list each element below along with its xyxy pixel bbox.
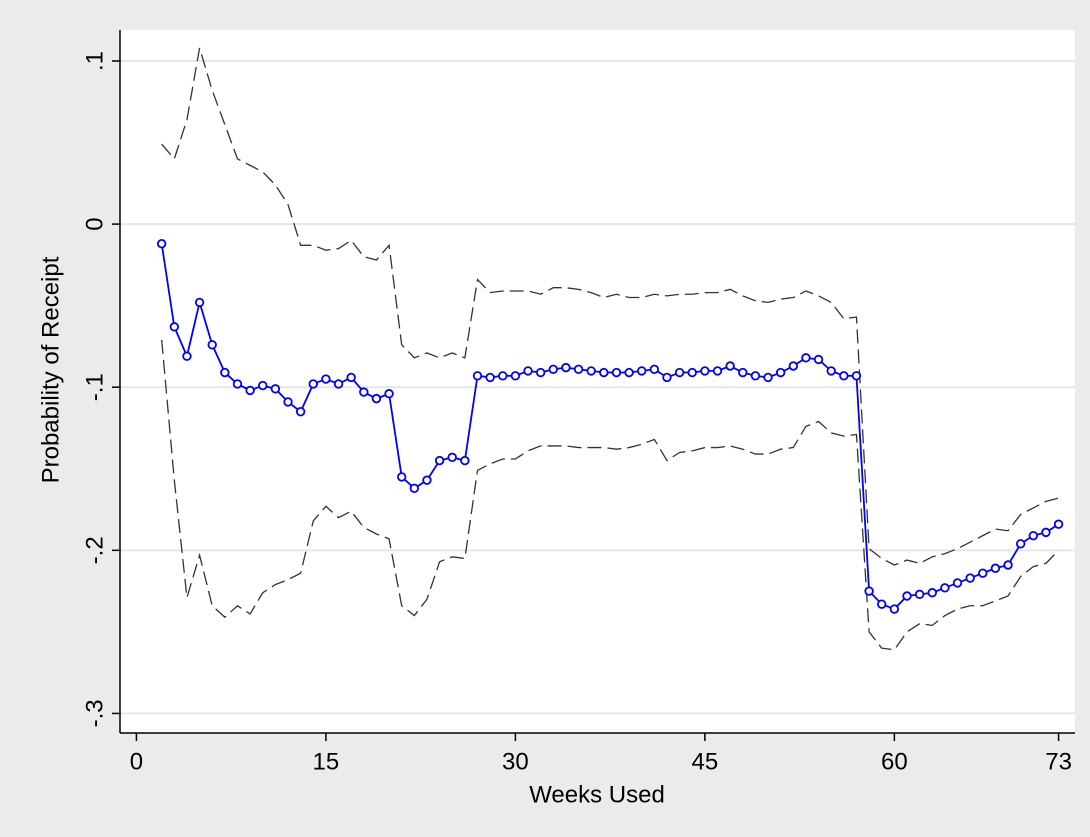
point-marker (1028, 530, 1039, 541)
point-marker (447, 452, 457, 463)
point-marker (649, 364, 660, 374)
point-marker (194, 297, 205, 308)
point-marker (498, 371, 508, 381)
y-tick-label: -.2 (81, 536, 108, 564)
point-marker (674, 367, 685, 378)
point-marker (258, 380, 268, 391)
point-marker (346, 372, 356, 383)
point-marker (927, 588, 937, 598)
point-marker (775, 367, 786, 378)
point-marker (182, 351, 192, 361)
point-marker (940, 583, 950, 593)
y-tick-label: -.3 (81, 699, 108, 727)
point-marker (422, 475, 432, 485)
y-tick-label: 0 (81, 217, 108, 230)
point-marker (965, 573, 975, 583)
point-marker (952, 578, 963, 588)
series-line (161, 339, 1060, 651)
point-marker (839, 371, 849, 381)
point-marker (851, 371, 862, 381)
point-marker (1053, 519, 1064, 529)
x-tick-label: 73 (1045, 748, 1072, 775)
point-marker (700, 366, 710, 376)
point-marker (978, 568, 988, 578)
point-marker (801, 353, 811, 363)
point-marker (308, 379, 318, 389)
point-marker (914, 589, 925, 600)
series-line (161, 47, 1059, 566)
point-marker (1041, 527, 1051, 538)
point-marker (510, 371, 521, 381)
x-axis-label: Weeks Used (529, 781, 665, 808)
plot-area (120, 30, 1075, 733)
point-marker (460, 455, 470, 466)
point-marker (169, 322, 180, 332)
point-marker (990, 563, 1001, 573)
point-marker (220, 367, 230, 378)
y-tick-label: -.1 (81, 373, 108, 401)
point-marker (232, 379, 243, 389)
point-marker (1003, 560, 1013, 570)
y-tick-label: .1 (81, 51, 108, 71)
point-marker (687, 367, 697, 378)
point-marker (889, 604, 900, 614)
point-marker (295, 406, 306, 417)
point-marker (712, 366, 723, 376)
point-marker (599, 367, 609, 378)
point-marker (485, 372, 495, 383)
point-marker (1015, 539, 1026, 549)
point-marker (371, 393, 382, 404)
point-marker (864, 586, 874, 596)
x-tick-label: 45 (692, 748, 719, 775)
point-marker (207, 340, 217, 350)
x-tick-label: 60 (881, 748, 908, 775)
point-marker (523, 366, 533, 376)
x-tick-label: 30 (502, 748, 529, 775)
point-marker (384, 389, 394, 399)
point-marker (409, 483, 420, 494)
point-marker (396, 472, 407, 482)
x-tick-label: 0 (130, 748, 143, 775)
point-marker (788, 361, 799, 371)
point-marker (270, 384, 281, 394)
point-marker (561, 362, 571, 373)
point-marker (586, 366, 596, 376)
point-marker (662, 372, 672, 383)
point-marker (535, 367, 546, 378)
point-marker (434, 455, 445, 466)
point-marker (750, 371, 761, 381)
point-marker (725, 361, 735, 371)
point-marker (573, 364, 584, 374)
point-marker (548, 364, 558, 374)
point-marker (826, 366, 836, 376)
point-marker (637, 366, 647, 376)
point-marker (763, 372, 773, 383)
point-marker (738, 367, 748, 378)
point-marker (611, 367, 622, 378)
point-marker (902, 591, 912, 601)
point-marker (359, 387, 369, 397)
point-marker (333, 379, 344, 389)
point-marker (283, 397, 293, 407)
point-marker (321, 374, 331, 384)
point-marker (245, 385, 255, 396)
point-marker (156, 238, 167, 249)
point-marker (877, 599, 887, 609)
point-marker (624, 367, 634, 378)
x-tick-label: 15 (313, 748, 340, 775)
y-axis-label: Probability of Receipt (37, 256, 64, 483)
point-marker (472, 371, 483, 381)
point-marker (813, 354, 824, 365)
